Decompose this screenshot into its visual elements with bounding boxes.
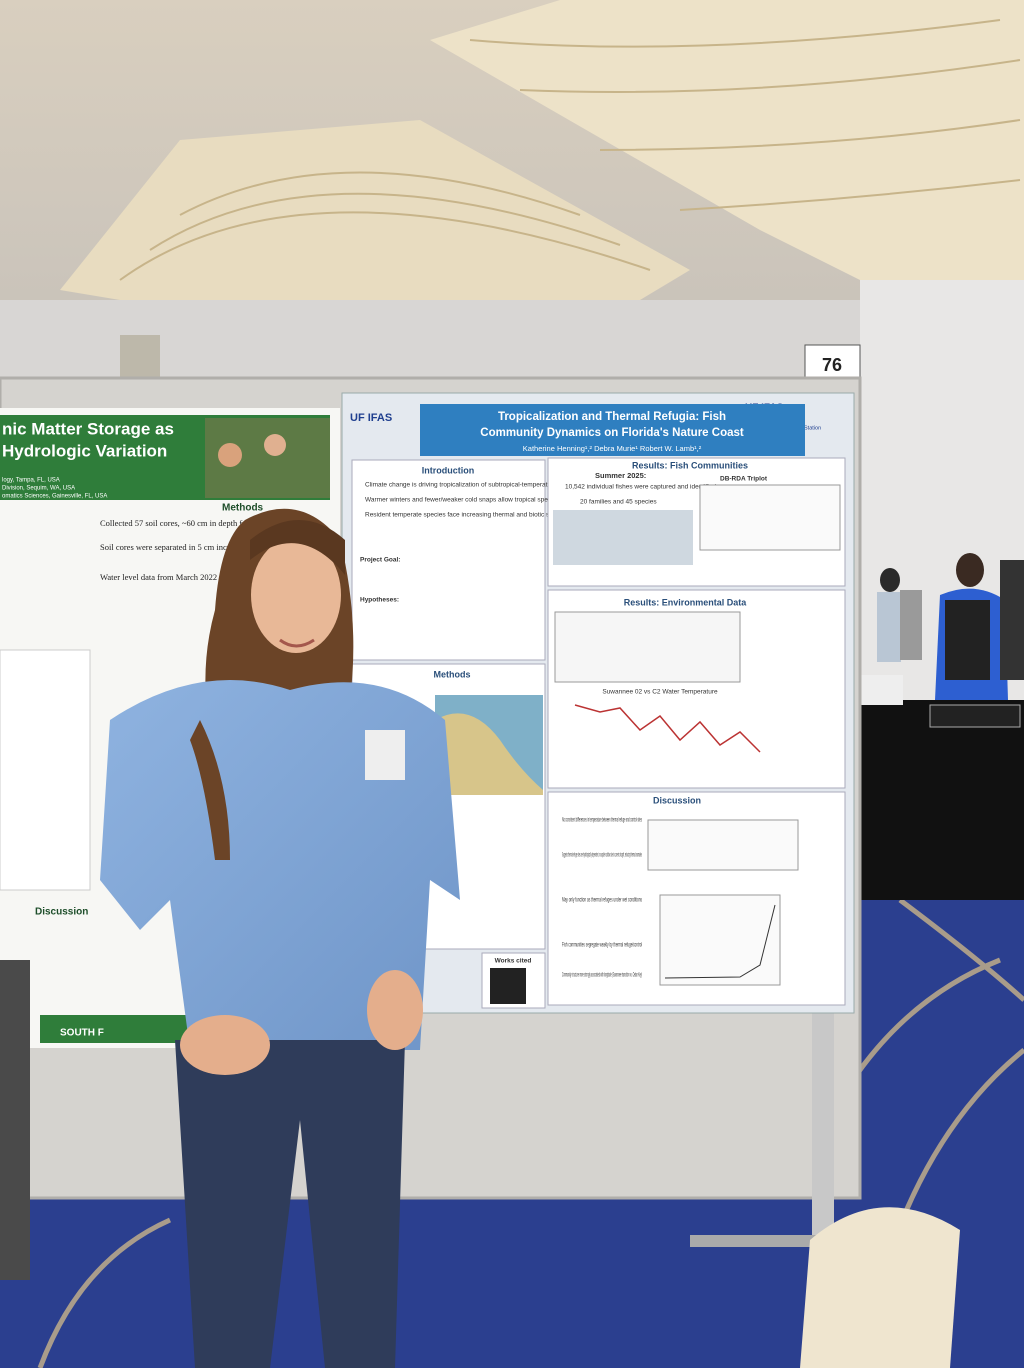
drought-plot	[647, 819, 799, 871]
bullet: May only function as thermal refuges und…	[562, 898, 642, 904]
bullet: Suggests thermal refuge sites are hydrol…	[562, 853, 642, 859]
label: Project Goal:	[360, 557, 400, 564]
poster-title: Community Dynamics on Florida's Nature C…	[480, 427, 744, 439]
works-cited: Works cited	[495, 958, 532, 965]
left-footer	[40, 1015, 190, 1043]
panel	[351, 459, 546, 661]
person	[100, 508, 460, 1368]
left-bullet: Water level data from March 2022 to	[100, 572, 226, 582]
map-land	[435, 713, 543, 795]
bullet: No consistent differences in temperature…	[562, 818, 642, 824]
tote-bag	[800, 1207, 960, 1368]
board-leg	[812, 1000, 834, 1260]
snook-plot	[659, 894, 781, 986]
left-discussion-heading: Discussion	[35, 907, 88, 918]
ceiling-panel	[430, 0, 1024, 300]
table	[845, 700, 1024, 900]
tray	[929, 704, 1021, 728]
title-banner	[420, 404, 805, 456]
ordination-plot	[699, 484, 841, 551]
bullet: Resident temperate species face increasi…	[365, 512, 564, 519]
authors: Katherine Henning¹,² Debra Murie¹ Robert…	[523, 444, 702, 453]
left-title: nic Matter Storage as	[2, 419, 174, 438]
left-bullet: Collected 57 soil cores, ~60 cm in depth…	[100, 518, 256, 528]
qr-code	[490, 968, 526, 1004]
ceiling-panel	[60, 120, 690, 300]
board-foot	[690, 1235, 840, 1247]
left-methods-heading: Methods	[222, 503, 264, 514]
left-affiliation: logy, Tampa, FL, USA	[2, 478, 60, 484]
bullet: Fish communities segregate weakly by the…	[562, 943, 642, 949]
logo: UF IFAS	[350, 412, 392, 424]
label: Summer 2025:	[595, 471, 646, 480]
bullet: Community structure more strongly associ…	[562, 973, 642, 979]
left-photo-face	[264, 434, 286, 456]
plot-title: Suwannee 02 vs C2 Water Temperature	[602, 689, 718, 696]
section-heading: Introduction	[422, 465, 475, 475]
bullet: 10,542 individual fishes were captured a…	[565, 484, 716, 491]
left-photo-face	[218, 443, 242, 467]
bullet: Warmer winters and fewer/weaker cold sna…	[365, 497, 618, 504]
left-affiliation: Division, Sequim, WA, USA	[2, 486, 75, 492]
temperature-line	[574, 704, 761, 753]
snook-curve	[664, 904, 776, 979]
bullet: Climate change is driving tropicalizatio…	[365, 482, 599, 489]
fish-photos	[553, 510, 693, 565]
chair	[0, 960, 30, 1280]
section-heading: Discussion	[653, 795, 701, 805]
door	[120, 335, 160, 380]
section-heading: Results: Fish Communities	[632, 460, 748, 470]
booth-number: 76	[822, 355, 842, 375]
left-title: Hydrologic Variation	[2, 441, 167, 460]
ceiling-waves	[119, 19, 1021, 281]
poster-title: Tropicalization and Thermal Refugia: Fis…	[498, 411, 726, 423]
left-affiliation: omatics Sciences, Gainesville, FL, USA	[2, 494, 107, 500]
section-heading: Results: Environmental Data	[624, 597, 748, 607]
section-heading: Methods	[434, 669, 471, 679]
bullet: 20 families and 45 species	[580, 499, 657, 506]
left-footer-text: SOUTH F	[60, 1028, 104, 1039]
env-plots	[554, 611, 741, 683]
left-figure	[0, 649, 91, 891]
label: Hypotheses:	[360, 597, 399, 604]
left-bullet: Soil cores were separated in 5 cm incre	[100, 542, 234, 552]
people	[877, 553, 1024, 700]
plot-title: DB-RDA Triplot	[720, 476, 768, 483]
